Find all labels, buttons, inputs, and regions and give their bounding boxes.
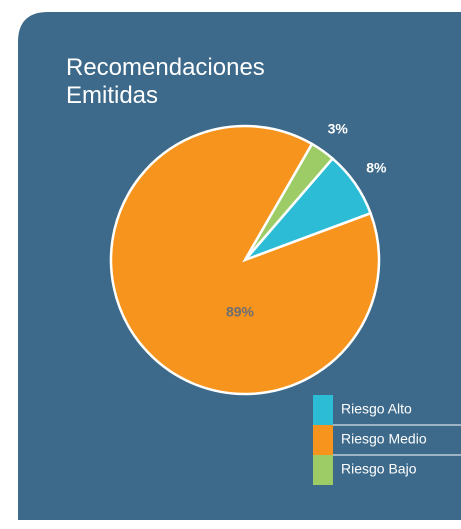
legend-label: Riesgo Bajo [341,461,417,477]
legend-swatch [313,425,333,455]
pie-slice [243,142,335,261]
chart-title: Recomendaciones Emitidas [66,54,265,109]
legend-swatch [313,395,333,425]
legend-label: Riesgo Alto [341,401,412,417]
data-label: 8% [366,159,387,175]
legend-label: Riesgo Medio [341,431,427,447]
data-label: 3% [328,120,349,136]
data-label: 89% [226,304,255,320]
legend-swatch [313,455,333,485]
